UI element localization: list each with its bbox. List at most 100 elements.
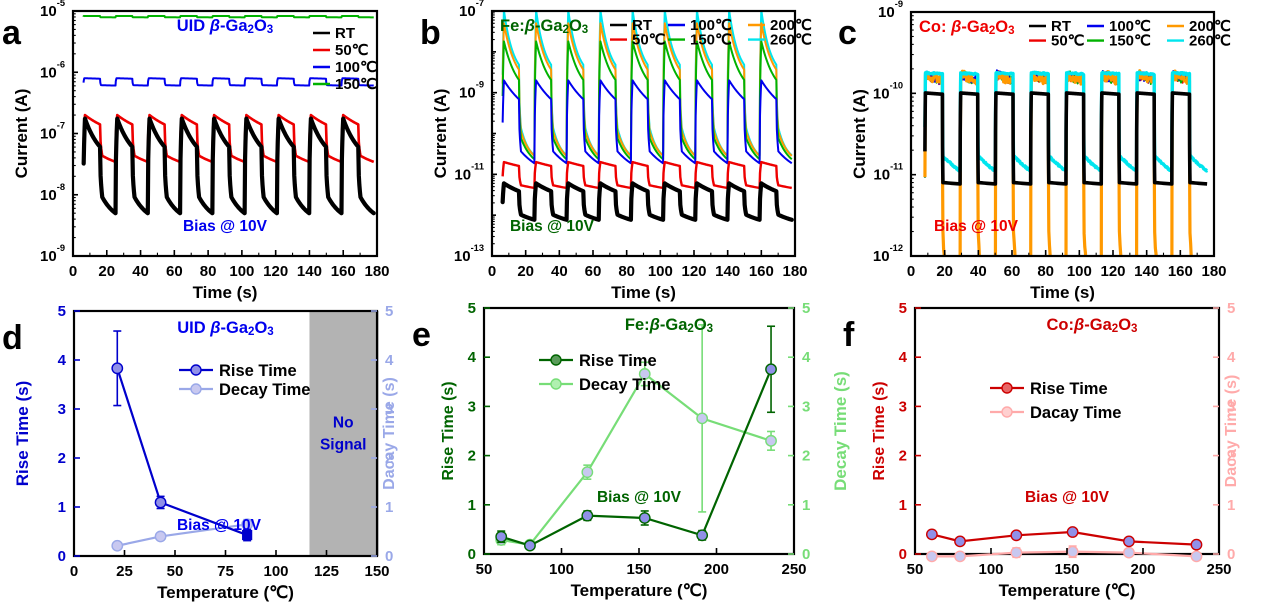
- svg-text:4: 4: [58, 352, 67, 369]
- svg-text:150: 150: [626, 561, 651, 578]
- svg-text:Rise Time: Rise Time: [219, 362, 297, 380]
- svg-text:20: 20: [936, 263, 953, 280]
- svg-text:50: 50: [476, 561, 493, 578]
- svg-text:d: d: [2, 319, 23, 357]
- svg-text:5: 5: [802, 300, 810, 317]
- svg-text:2: 2: [58, 450, 66, 467]
- svg-text:Temperature (℃): Temperature (℃): [999, 581, 1136, 600]
- svg-text:Temperature (℃): Temperature (℃): [157, 583, 294, 602]
- svg-text:140: 140: [715, 263, 740, 280]
- svg-text:0: 0: [1227, 546, 1235, 563]
- svg-text:120: 120: [1100, 263, 1125, 280]
- svg-text:0: 0: [899, 546, 907, 563]
- svg-text:Bias @ 10V: Bias @ 10V: [510, 218, 595, 235]
- svg-text:20: 20: [98, 263, 115, 280]
- svg-text:60: 60: [1004, 263, 1021, 280]
- svg-text:100: 100: [263, 563, 288, 580]
- svg-text:120: 120: [263, 263, 288, 280]
- svg-text:Rise Time (s): Rise Time (s): [871, 381, 888, 480]
- svg-text:40: 40: [551, 263, 568, 280]
- svg-text:Current (A): Current (A): [12, 89, 31, 179]
- svg-text:Dacay Time (s): Dacay Time (s): [381, 377, 398, 490]
- svg-text:250: 250: [1206, 561, 1231, 578]
- svg-text:50: 50: [907, 561, 924, 578]
- svg-text:200: 200: [1130, 561, 1155, 578]
- svg-text:4: 4: [385, 352, 394, 369]
- svg-text:Bias @ 10V: Bias @ 10V: [597, 489, 682, 506]
- svg-text:3: 3: [58, 401, 66, 418]
- svg-text:100: 100: [549, 561, 574, 578]
- svg-text:Decay Time (s): Decay Time (s): [831, 371, 850, 491]
- svg-text:75: 75: [217, 563, 234, 580]
- svg-text:c: c: [838, 14, 857, 52]
- svg-text:0: 0: [385, 548, 393, 565]
- svg-text:3: 3: [468, 398, 476, 415]
- svg-text:2: 2: [802, 448, 810, 465]
- svg-text:Rise Time (s): Rise Time (s): [13, 381, 32, 487]
- svg-text:Current (A): Current (A): [431, 89, 450, 179]
- svg-text:1: 1: [802, 497, 810, 514]
- svg-text:125: 125: [314, 563, 339, 580]
- svg-text:4: 4: [1227, 349, 1236, 366]
- svg-text:f: f: [843, 316, 855, 354]
- svg-text:0: 0: [58, 548, 66, 565]
- svg-text:160: 160: [1168, 263, 1193, 280]
- svg-text:60: 60: [585, 263, 602, 280]
- svg-text:80: 80: [200, 263, 217, 280]
- svg-text:Time (s): Time (s): [1030, 283, 1095, 302]
- svg-text:5: 5: [468, 300, 476, 317]
- svg-text:Dacay Time: Dacay Time: [1030, 404, 1121, 422]
- svg-text:5: 5: [899, 300, 907, 317]
- svg-text:20: 20: [517, 263, 534, 280]
- svg-text:2: 2: [468, 448, 476, 465]
- svg-text:180: 180: [782, 263, 807, 280]
- svg-text:150: 150: [364, 563, 389, 580]
- svg-text:25: 25: [116, 563, 133, 580]
- svg-text:100℃: 100℃: [335, 59, 377, 76]
- svg-text:1: 1: [1227, 497, 1235, 514]
- svg-text:0: 0: [70, 563, 78, 580]
- svg-text:140: 140: [297, 263, 322, 280]
- svg-text:100: 100: [978, 561, 1003, 578]
- svg-text:Current (A): Current (A): [850, 89, 869, 179]
- svg-text:0: 0: [69, 263, 77, 280]
- svg-text:1: 1: [899, 497, 907, 514]
- svg-text:140: 140: [1134, 263, 1159, 280]
- svg-text:Rise Time (s): Rise Time (s): [440, 381, 457, 480]
- svg-text:a: a: [2, 14, 22, 52]
- svg-text:e: e: [412, 316, 431, 354]
- svg-text:4: 4: [899, 349, 908, 366]
- svg-text:100: 100: [648, 263, 673, 280]
- svg-text:250: 250: [781, 561, 806, 578]
- svg-text:Decay Time: Decay Time: [219, 381, 310, 399]
- svg-text:260℃: 260℃: [770, 32, 812, 49]
- svg-text:3: 3: [899, 398, 907, 415]
- svg-text:UID β-Ga2O3: UID β-Ga2O3: [177, 17, 273, 36]
- svg-text:Rise Time: Rise Time: [1030, 380, 1108, 398]
- svg-text:200: 200: [704, 561, 729, 578]
- svg-text:Co:β-Ga2O3: Co:β-Ga2O3: [1047, 316, 1138, 335]
- svg-text:Fe:β-Ga2O3: Fe:β-Ga2O3: [625, 316, 713, 335]
- svg-text:100: 100: [229, 263, 254, 280]
- svg-text:No: No: [333, 415, 354, 432]
- svg-text:50℃: 50℃: [1051, 33, 1085, 50]
- svg-text:120: 120: [681, 263, 706, 280]
- svg-text:150℃: 150℃: [335, 76, 377, 93]
- svg-text:b: b: [420, 14, 441, 52]
- svg-text:Dacay Time (s): Dacay Time (s): [1223, 375, 1240, 488]
- svg-text:1: 1: [385, 499, 393, 516]
- svg-text:0: 0: [488, 263, 496, 280]
- svg-text:Bias @ 10V: Bias @ 10V: [1025, 489, 1110, 506]
- svg-text:5: 5: [58, 303, 66, 320]
- svg-text:Time (s): Time (s): [193, 283, 258, 302]
- svg-text:0: 0: [907, 263, 915, 280]
- svg-text:Bias @ 10V: Bias @ 10V: [934, 218, 1019, 235]
- svg-text:Rise Time: Rise Time: [579, 352, 657, 370]
- svg-text:3: 3: [802, 398, 810, 415]
- svg-text:Temperature (℃): Temperature (℃): [571, 581, 708, 600]
- svg-text:80: 80: [1037, 263, 1054, 280]
- svg-text:UID β-Ga2O3: UID β-Ga2O3: [177, 319, 273, 338]
- svg-text:Co: β-Ga2O3: Co: β-Ga2O3: [919, 18, 1015, 37]
- svg-text:160: 160: [331, 263, 356, 280]
- svg-text:4: 4: [802, 349, 811, 366]
